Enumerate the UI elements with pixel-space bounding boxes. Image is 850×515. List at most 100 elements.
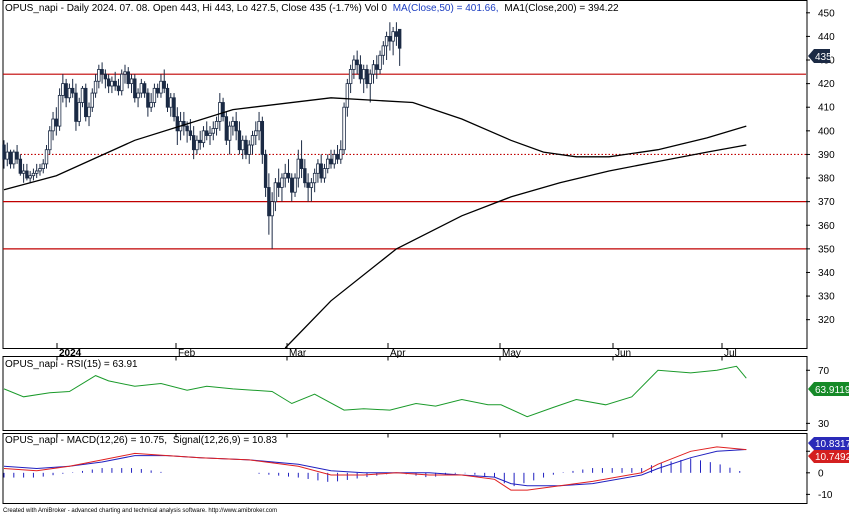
candle-body: [41, 163, 45, 169]
candle-body: [342, 106, 346, 151]
candle-body: [25, 170, 29, 179]
svg-text:10.7492: 10.7492: [815, 452, 850, 463]
candle-body: [303, 168, 307, 184]
candle-body: [5, 151, 9, 160]
candle-body: [384, 36, 389, 47]
candle-body: [51, 118, 55, 132]
macd-value-badge: 10.7492: [808, 450, 850, 463]
price-y-tick-label: 370: [818, 197, 835, 208]
candle-body: [188, 130, 193, 136]
candle-body: [172, 97, 176, 118]
candle-body: [211, 128, 215, 134]
price-title: OPUS_napi - Daily 2024. 07. 08. Open 443…: [5, 3, 619, 14]
candle-body: [335, 154, 340, 160]
candle-body: [35, 170, 39, 174]
candle-body: [18, 158, 23, 174]
candle-body: [231, 120, 235, 127]
candle-body: [312, 172, 317, 184]
candle-body: [316, 163, 320, 174]
candle-body: [54, 118, 59, 127]
candle-body: [378, 54, 382, 70]
candle-body: [283, 172, 287, 179]
ma200-line: [284, 144, 747, 349]
x-tick-label: May: [502, 348, 521, 359]
candle-body: [237, 130, 242, 151]
price-y-tick-label: 450: [818, 8, 835, 19]
macd-y-tick-label: -10: [818, 490, 833, 501]
candle-body: [116, 85, 121, 92]
candle-body: [309, 182, 314, 188]
candle-body: [221, 102, 225, 118]
candle-body: [296, 158, 300, 179]
candle-body: [100, 69, 104, 75]
candle-body: [234, 120, 238, 132]
macd-title-main: OPUS_napi - MACD(12,26) = 10.75,: [5, 435, 167, 446]
candle-body: [28, 175, 32, 179]
candle-body: [87, 106, 91, 118]
candle-body: [159, 80, 163, 94]
price-pane: [2, 0, 808, 349]
macd-pane: [2, 433, 808, 504]
candle-body: [198, 139, 202, 144]
macd-signal-badge: 10.8317: [808, 437, 850, 450]
price-y-tick-label: 330: [818, 292, 835, 303]
ma50-line: [3, 97, 747, 191]
rsi-y-tick-label: 30: [818, 419, 830, 430]
candle-body: [224, 116, 229, 141]
candle-body: [61, 83, 65, 96]
candle-body: [103, 73, 108, 80]
candle-body: [80, 87, 85, 103]
macd-y-tick-label: 0: [818, 468, 824, 479]
candle-body: [162, 80, 166, 89]
candle-body: [319, 163, 323, 179]
candle-body: [155, 87, 160, 94]
candle-body: [241, 139, 245, 151]
candle-body: [286, 172, 291, 179]
candle-body: [257, 120, 261, 132]
candle-body: [276, 182, 281, 188]
candle-body: [2, 144, 6, 160]
candle-body: [64, 83, 68, 99]
candle-body: [74, 92, 78, 122]
ma50-label: MA(Close,50) = 401.66,: [393, 3, 499, 14]
candle-body: [388, 36, 392, 42]
candle-body: [205, 130, 209, 136]
macd-line: [3, 446, 747, 491]
candle-body: [280, 177, 284, 188]
candle-body: [133, 78, 137, 99]
candle-body: [329, 158, 333, 165]
rsi-pane: [2, 356, 808, 431]
candle-body: [361, 69, 366, 80]
candle-body: [208, 132, 212, 136]
candle-body: [371, 64, 376, 75]
candle-body: [365, 69, 369, 85]
candle-body: [270, 201, 274, 217]
candle-body: [299, 158, 304, 169]
price-y-tick-label: 390: [818, 150, 835, 161]
candle-body: [322, 168, 327, 179]
candle-body: [394, 31, 399, 37]
footer-credit: Created with AmiBroker - advanced charti…: [3, 508, 277, 514]
candle-body: [152, 87, 157, 103]
rsi-line: [3, 365, 747, 418]
rsi-y-tick-label: 70: [818, 366, 830, 377]
signal-title: Signal(12,26,9) = 10.83: [173, 435, 278, 446]
svg-text:435: 435: [815, 52, 832, 63]
ma200-label: MA1(Close,200) = 394.22: [504, 3, 619, 14]
candle-body: [123, 71, 127, 75]
candle-body: [355, 59, 359, 66]
candle-body: [348, 69, 353, 85]
x-tick-label: 2024: [59, 348, 82, 359]
price-y-tick-label: 420: [818, 79, 835, 90]
candle-body: [120, 73, 124, 92]
candle-body: [290, 177, 294, 193]
x-tick-label: Jun: [615, 348, 631, 359]
candle-body: [97, 69, 101, 82]
candle-body: [306, 182, 310, 188]
macd-title: OPUS_napi - MACD(12,26) = 10.75, Signal(…: [5, 435, 277, 446]
candle-body: [358, 64, 363, 80]
candle-body: [247, 144, 251, 155]
candle-body: [218, 102, 222, 122]
candle-body: [126, 71, 130, 85]
